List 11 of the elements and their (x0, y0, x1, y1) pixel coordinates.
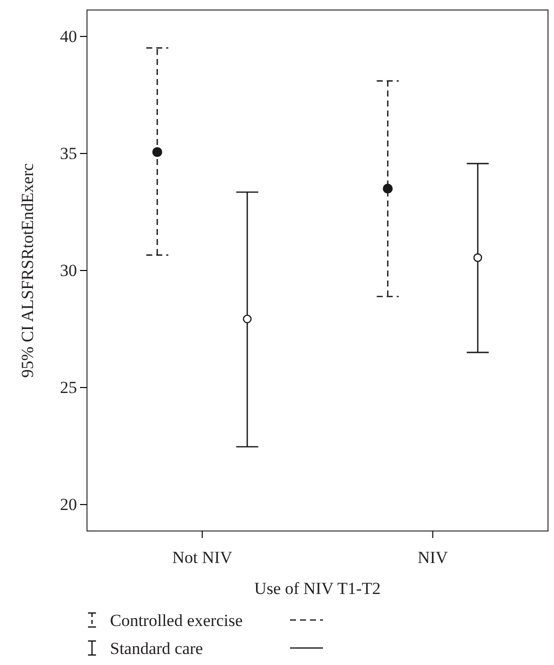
legend-label: Controlled exercise (110, 611, 243, 630)
y-tick-label: 30 (60, 260, 77, 280)
x-axis-title: Use of NIV T1-T2 (254, 579, 381, 598)
y-tick-label: 25 (60, 378, 77, 397)
x-tick-label: Not NIV (172, 548, 233, 568)
x-tick-label: NIV (418, 548, 449, 568)
y-tick-label: 40 (60, 26, 77, 46)
y-tick-label: 35 (60, 144, 77, 163)
y-axis-title: 95% CI ALSFRSRtotEndExerc (18, 162, 37, 378)
y-tick-label: 20 (60, 494, 77, 514)
legend-label: Standard care (110, 639, 203, 658)
